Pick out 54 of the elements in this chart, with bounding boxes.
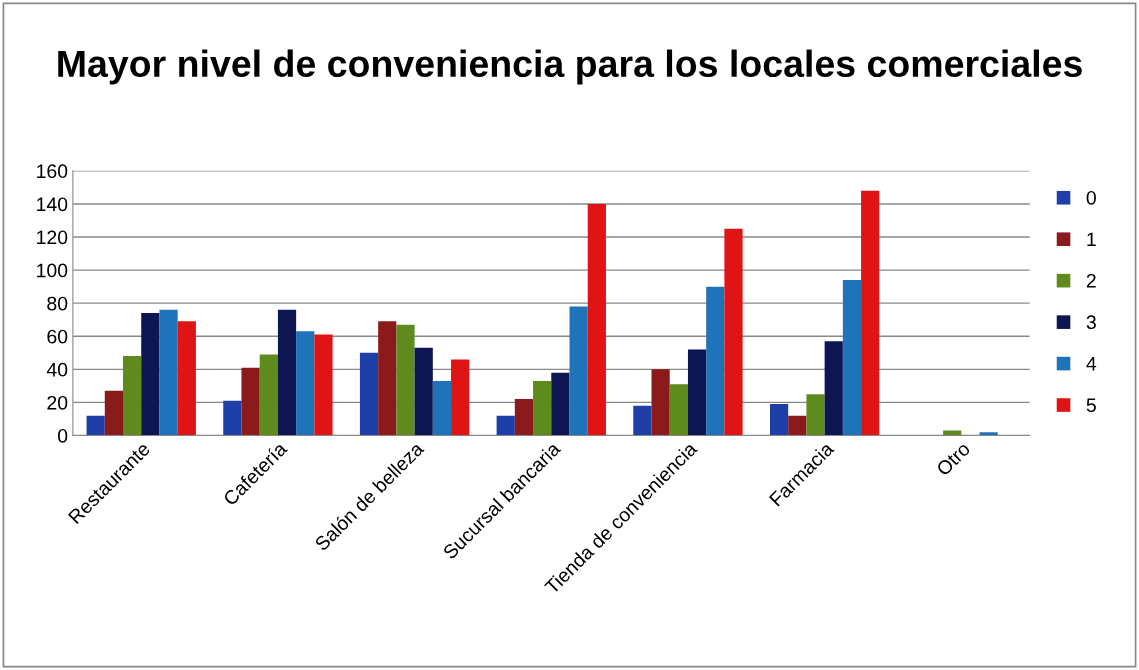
bar xyxy=(633,405,652,436)
bar xyxy=(861,190,880,436)
bar xyxy=(123,356,142,436)
bar xyxy=(687,349,707,436)
legend-label: 5 xyxy=(1086,398,1096,413)
y-tick-label: 80 xyxy=(47,296,68,311)
legend-label: 4 xyxy=(1086,357,1097,371)
bar xyxy=(104,390,124,436)
legend-label: 3 xyxy=(1086,315,1096,330)
y-tick-label: 20 xyxy=(47,395,68,410)
y-tick-label: 140 xyxy=(37,197,68,212)
bar xyxy=(551,372,570,436)
bar xyxy=(259,354,278,436)
bar xyxy=(514,399,534,436)
y-tick-label: 0 xyxy=(57,428,68,443)
bar xyxy=(496,415,515,436)
bar xyxy=(669,384,688,436)
bar xyxy=(724,228,743,436)
chart-title: Mayor nivel de conveniencia para los locales comerciales xyxy=(58,49,1082,85)
bar xyxy=(979,432,998,436)
y-tick-label: 100 xyxy=(37,263,68,278)
bar xyxy=(177,321,196,436)
bar xyxy=(533,380,552,436)
bar xyxy=(824,341,843,436)
bar xyxy=(277,309,297,436)
bar xyxy=(414,347,433,436)
legend-label: 1 xyxy=(1087,232,1096,247)
y-tick-label: 60 xyxy=(47,329,68,344)
y-tick-label: 40 xyxy=(46,362,68,377)
bar xyxy=(806,394,825,436)
bar xyxy=(241,367,260,436)
bar xyxy=(159,309,178,436)
bar xyxy=(587,203,606,436)
legend-label: 2 xyxy=(1086,273,1096,288)
bar xyxy=(842,280,862,436)
bar xyxy=(296,331,315,436)
bar xyxy=(359,352,379,436)
bar xyxy=(86,415,105,436)
bar xyxy=(314,334,333,436)
bar xyxy=(788,415,807,436)
bar xyxy=(769,404,789,436)
bar xyxy=(223,400,242,436)
y-tick-label: 160 xyxy=(37,164,68,179)
bar xyxy=(396,324,415,436)
bar xyxy=(451,359,470,436)
bar xyxy=(651,369,670,436)
bar xyxy=(141,313,160,436)
y-tick-label: 120 xyxy=(37,230,68,245)
bar xyxy=(432,380,452,436)
x-tick-label: Otro xyxy=(935,441,971,477)
legend-label: 0 xyxy=(1086,190,1096,205)
bar xyxy=(706,286,725,436)
bar xyxy=(378,321,397,436)
bar xyxy=(569,306,588,436)
